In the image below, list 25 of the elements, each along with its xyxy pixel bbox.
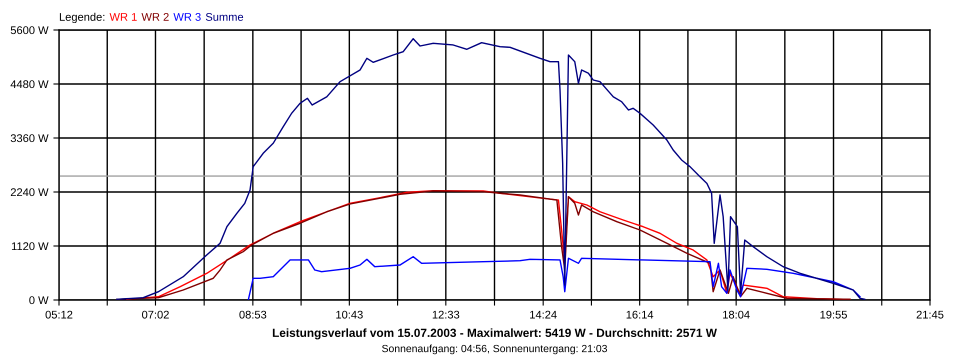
text: WR 3 [173,12,201,21]
line-series [116,38,866,300]
y-tick-label: 1120 W [12,242,49,250]
x-tick-label: 08:53 [239,310,266,319]
text: Leistungsverlauf vom 15.07.2003 - Maximalwert: 5419 W - Durchschnitt: 2571 W [272,328,717,340]
x-tick-label: 21:45 [916,310,944,319]
x-tick-label: 07:02 [142,310,169,319]
y-tick-label: 5600 W [10,26,49,34]
text: WR 2 [142,12,169,21]
x-tick-label: 16:14 [626,310,654,319]
y-tick-label: 4480 W [10,80,49,88]
text: Sonnenaufgang: 04:56, Sonnenuntergang: 21:03 [382,344,607,354]
text: Summe [206,12,244,21]
text: WR 1 [110,13,137,21]
x-tick-label: 05:12 [46,310,72,319]
x-tick-label: 10:43 [336,310,363,319]
y-tick-label: 2240 W [10,188,49,196]
y-tick-label: 3360 W [10,134,49,142]
line-series [248,256,861,300]
x-tick-label: 19:55 [820,310,847,319]
x-tick-label: 18:04 [723,310,750,319]
x-tick-label: 12:33 [432,310,460,319]
legend-title: Legende: [60,12,104,24]
y-tick-label: 0 W [29,296,49,304]
x-tick-label: 14:24 [530,310,557,318]
